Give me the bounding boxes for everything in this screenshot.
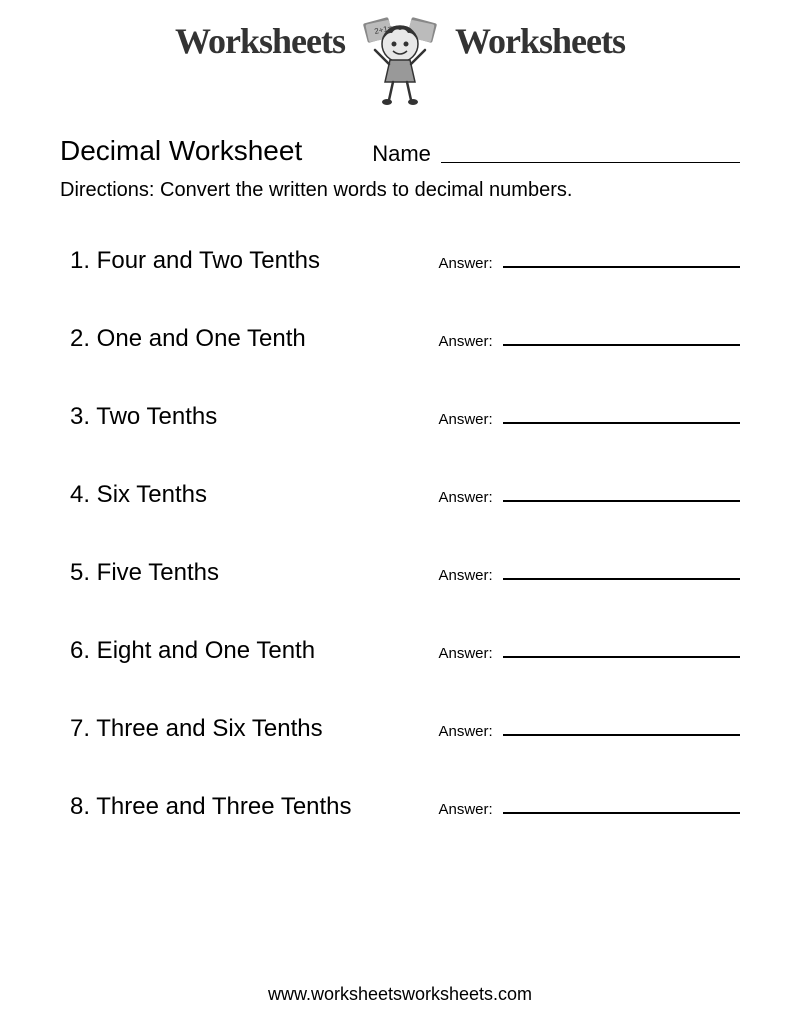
question-row: 1. Four and Two TenthsAnswer: [60, 247, 740, 275]
question-row: 8. Three and Three TenthsAnswer: [60, 793, 740, 821]
question-row: 7. Three and Six TenthsAnswer: [60, 715, 740, 743]
boy-mascot-icon: 2+1= [345, 2, 455, 112]
footer-url: www.worksheetsworksheets.com [0, 984, 800, 1005]
answer-label: Answer: [439, 645, 493, 662]
question-text: 5. Five Tenths [70, 559, 439, 587]
header-row: Decimal Worksheet Name [60, 135, 740, 167]
answer-label: Answer: [439, 333, 493, 350]
question-row: 6. Eight and One TenthAnswer: [60, 637, 740, 665]
question-text: 4. Six Tenths [70, 481, 439, 509]
name-input-line[interactable] [441, 162, 740, 163]
answer-input-line[interactable] [503, 422, 740, 424]
worksheet-page: 2+1= WorksheetsWorksheets De [0, 0, 800, 901]
question-text: 2. One and One Tenth [70, 325, 439, 353]
worksheet-title: Decimal Worksheet [60, 135, 302, 167]
questions-list: 1. Four and Two TenthsAnswer:2. One and … [60, 247, 740, 821]
answer-input-line[interactable] [503, 266, 740, 268]
answer-label: Answer: [439, 255, 493, 272]
question-text: 1. Four and Two Tenths [70, 247, 439, 275]
answer-input-line[interactable] [503, 734, 740, 736]
question-row: 3. Two TenthsAnswer: [60, 403, 740, 431]
answer-label: Answer: [439, 411, 493, 428]
answer-input-line[interactable] [503, 344, 740, 346]
question-row: 5. Five TenthsAnswer: [60, 559, 740, 587]
question-text: 3. Two Tenths [70, 403, 439, 431]
answer-input-line[interactable] [503, 578, 740, 580]
answer-input-line[interactable] [503, 656, 740, 658]
question-text: 8. Three and Three Tenths [70, 793, 439, 821]
answer-input-line[interactable] [503, 812, 740, 814]
logo-text-left: Worksheets [175, 20, 345, 62]
logo-area: 2+1= WorksheetsWorksheets [60, 20, 740, 110]
question-text: 7. Three and Six Tenths [70, 715, 439, 743]
answer-label: Answer: [439, 567, 493, 584]
question-text: 6. Eight and One Tenth [70, 637, 439, 665]
answer-label: Answer: [439, 801, 493, 818]
question-row: 2. One and One TenthAnswer: [60, 325, 740, 353]
answer-label: Answer: [439, 723, 493, 740]
directions-text: Directions: Convert the written words to… [60, 179, 740, 202]
answer-label: Answer: [439, 489, 493, 506]
answer-input-line[interactable] [503, 500, 740, 502]
question-row: 4. Six TenthsAnswer: [60, 481, 740, 509]
name-label: Name [372, 141, 431, 167]
logo-text-right: Worksheets [455, 20, 625, 62]
